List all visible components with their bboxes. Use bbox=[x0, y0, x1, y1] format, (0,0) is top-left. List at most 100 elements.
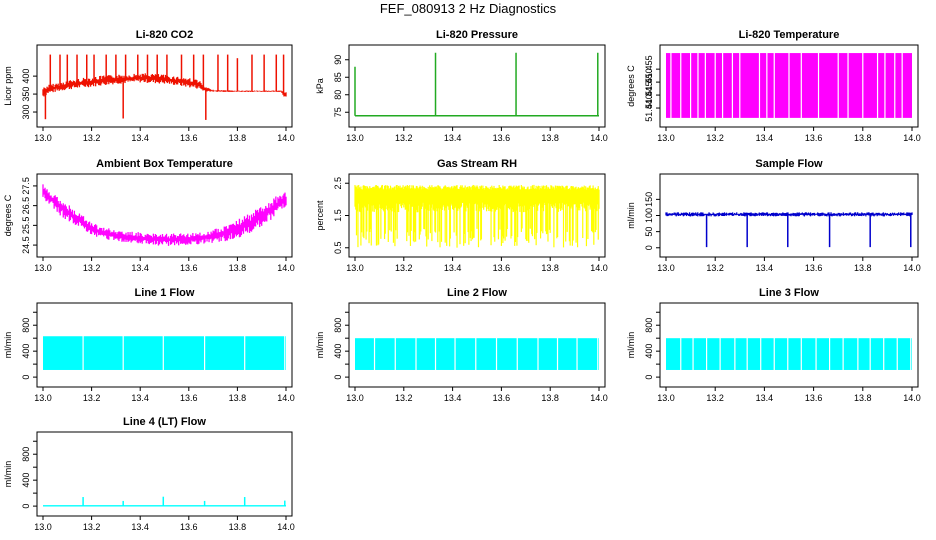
panel-9-frame bbox=[659, 302, 919, 388]
panel-2-xtick-label: 13.0 bbox=[346, 133, 364, 143]
panel-1-ylabel: Licor ppm bbox=[3, 66, 13, 106]
panel-7-ylabel: ml/min bbox=[3, 332, 13, 359]
panel-8-xtick-label: 14.0 bbox=[590, 393, 608, 403]
panel-1-xtick-label: 13.8 bbox=[229, 133, 247, 143]
panel-6-xtick-label: 13.2 bbox=[706, 263, 724, 273]
panel-4-ytick-label: 27.5 bbox=[21, 177, 31, 195]
panel-9-ytick-label: 800 bbox=[644, 318, 654, 333]
panel-4-title: Ambient Box Temperature bbox=[96, 158, 233, 170]
panel-1-xtick-label: 13.0 bbox=[34, 133, 52, 143]
panel-7-series-1-fill bbox=[43, 336, 286, 370]
panel-3-ytick-label: 51.445 bbox=[644, 81, 654, 109]
panel-6-xtick-label: 13.4 bbox=[756, 263, 774, 273]
panel-6-ylabel: ml/min bbox=[626, 202, 636, 229]
panel-4-frame bbox=[36, 173, 293, 258]
panel-10-xtick-label: 13.4 bbox=[131, 522, 149, 532]
panel-8-ytick-label: 0 bbox=[333, 375, 343, 380]
panel-2: Li-820 Pressure kPa 13.0 13.2 13.4 13.6 13.8 14… bbox=[315, 29, 608, 143]
panel-10-ylabel: ml/min bbox=[3, 461, 13, 488]
panel-2-ytick-label: 90 bbox=[333, 55, 343, 65]
panel-10-ytick-label: 0 bbox=[21, 504, 31, 509]
panel-1-xtick-label: 13.4 bbox=[131, 133, 149, 143]
panel-8-ytick-label: 800 bbox=[333, 318, 343, 333]
panel-2-xtick-label: 14.0 bbox=[590, 133, 608, 143]
panel-9-series-1-fill bbox=[666, 338, 912, 370]
panel-9-plot-area bbox=[666, 337, 912, 371]
panel-5-ytick-label: 0.5 bbox=[333, 242, 343, 255]
panel-6-xtick-label: 13.6 bbox=[805, 263, 823, 273]
panel-4-xtick-label: 13.6 bbox=[180, 263, 198, 273]
panel-3-title: Li-820 Temperature bbox=[739, 29, 840, 41]
panel-9-ytick-label: 400 bbox=[644, 344, 654, 359]
panel-1: Li-820 CO2 Licor ppm 13.0 13.2 13.4 13.6 13.8 1… bbox=[3, 29, 295, 143]
panel-10-xtick-label: 13.2 bbox=[83, 522, 101, 532]
panel-9-xtick-label: 14.0 bbox=[903, 393, 921, 403]
panel-5-xtick-label: 13.6 bbox=[493, 263, 511, 273]
panel-6-title: Sample Flow bbox=[755, 158, 823, 170]
panel-7-xtick-label: 14.0 bbox=[277, 393, 295, 403]
panel-3-xtick-label: 13.2 bbox=[706, 133, 724, 143]
panel-10-plot-area bbox=[43, 496, 286, 507]
panel-7-xtick-label: 13.6 bbox=[180, 393, 198, 403]
panel-8-frame bbox=[348, 302, 606, 388]
panel-3-ylabel: degrees C bbox=[626, 65, 636, 107]
panel-1-xtick-label: 13.2 bbox=[83, 133, 101, 143]
panel-5-xtick-label: 13.2 bbox=[395, 263, 413, 273]
panel-9-xtick-label: 13.2 bbox=[706, 393, 724, 403]
panel-2-frame bbox=[348, 44, 606, 128]
panel-2-xtick-label: 13.4 bbox=[444, 133, 462, 143]
panel-2-ytick-label: 80 bbox=[333, 90, 343, 100]
panel-3-frame bbox=[659, 44, 919, 128]
panel-3-xtick-label: 13.4 bbox=[756, 133, 774, 143]
panel-8-xtick-label: 13.6 bbox=[493, 393, 511, 403]
panel-1-title: Li-820 CO2 bbox=[136, 29, 193, 41]
panel-4-ytick-label: 25.5 bbox=[21, 217, 31, 235]
panel-3-ytick-label: 51.455 bbox=[644, 55, 654, 83]
panel-6-ytick-label: 100 bbox=[644, 208, 654, 223]
panel-7-xtick-label: 13.4 bbox=[131, 393, 149, 403]
panel-9-ytick-label: 0 bbox=[644, 375, 654, 380]
panel-5-title: Gas Stream RH bbox=[437, 158, 517, 170]
panel-2-ytick-label: 75 bbox=[333, 107, 343, 117]
panel-4-plot-area bbox=[42, 184, 287, 246]
panel-6-plot-area bbox=[665, 212, 913, 248]
panel-8-xtick-label: 13.8 bbox=[541, 393, 559, 403]
figure-title: FEF_080913 2 Hz Diagnostics bbox=[380, 1, 557, 16]
panel-8-ylabel: ml/min bbox=[315, 332, 325, 359]
panel-6-ytick-label: 0 bbox=[644, 245, 654, 250]
panel-4-xtick-label: 13.4 bbox=[131, 263, 149, 273]
panel-5-xtick-label: 14.0 bbox=[590, 263, 608, 273]
panel-7-ytick-label: 400 bbox=[21, 344, 31, 359]
panel-4-ytick-label: 26.5 bbox=[21, 197, 31, 215]
panel-1-ytick-label: 400 bbox=[21, 69, 31, 84]
panel-3-plot-area bbox=[666, 52, 912, 119]
panel-1-plot-area bbox=[42, 54, 287, 120]
panel-9-xtick-label: 13.4 bbox=[756, 393, 774, 403]
panel-9: Line 3 Flow ml/min 13.0 13.2 13.4 13.6 13.8 14.… bbox=[626, 287, 921, 403]
panel-2-ylabel: kPa bbox=[315, 78, 325, 94]
panel-7-xtick-label: 13.8 bbox=[229, 393, 247, 403]
panel-2-xtick-label: 13.6 bbox=[493, 133, 511, 143]
panel-3: Li-820 Temperature degrees C 13.0 13.2 13.4 1… bbox=[626, 29, 921, 143]
panel-4-xtick-label: 13.0 bbox=[34, 263, 52, 273]
panel-5-plot-area bbox=[354, 184, 600, 248]
panel-5-ytick-label: 2.5 bbox=[333, 177, 343, 190]
panel-7-ytick-label: 800 bbox=[21, 318, 31, 333]
panel-10-xtick-label: 13.0 bbox=[34, 522, 52, 532]
panel-2-xtick-label: 13.8 bbox=[541, 133, 559, 143]
panel-1-frame bbox=[36, 44, 293, 128]
panel-6-xtick-label: 13.8 bbox=[854, 263, 872, 273]
panel-7-ytick-label: 0 bbox=[21, 375, 31, 380]
panel-3-ytick-label: 51.440 bbox=[644, 94, 654, 122]
panel-5-ylabel: percent bbox=[315, 200, 325, 231]
panel-10-xtick-label: 13.6 bbox=[180, 522, 198, 532]
panel-4-xtick-label: 14.0 bbox=[277, 263, 295, 273]
panel-2-ytick-label: 85 bbox=[333, 72, 343, 82]
panel-7: Line 1 Flow ml/min 13.0 13.2 13.4 13.6 13.8 14.… bbox=[3, 287, 295, 403]
panel-8-xtick-label: 13.0 bbox=[346, 393, 364, 403]
panel-1-xtick-label: 14.0 bbox=[277, 133, 295, 143]
panel-3-ytick-label: 51.450 bbox=[644, 68, 654, 96]
panel-8: Line 2 Flow ml/min 13.0 13.2 13.4 13.6 13.8 14.… bbox=[315, 287, 608, 403]
panel-7-title: Line 1 Flow bbox=[135, 287, 195, 299]
